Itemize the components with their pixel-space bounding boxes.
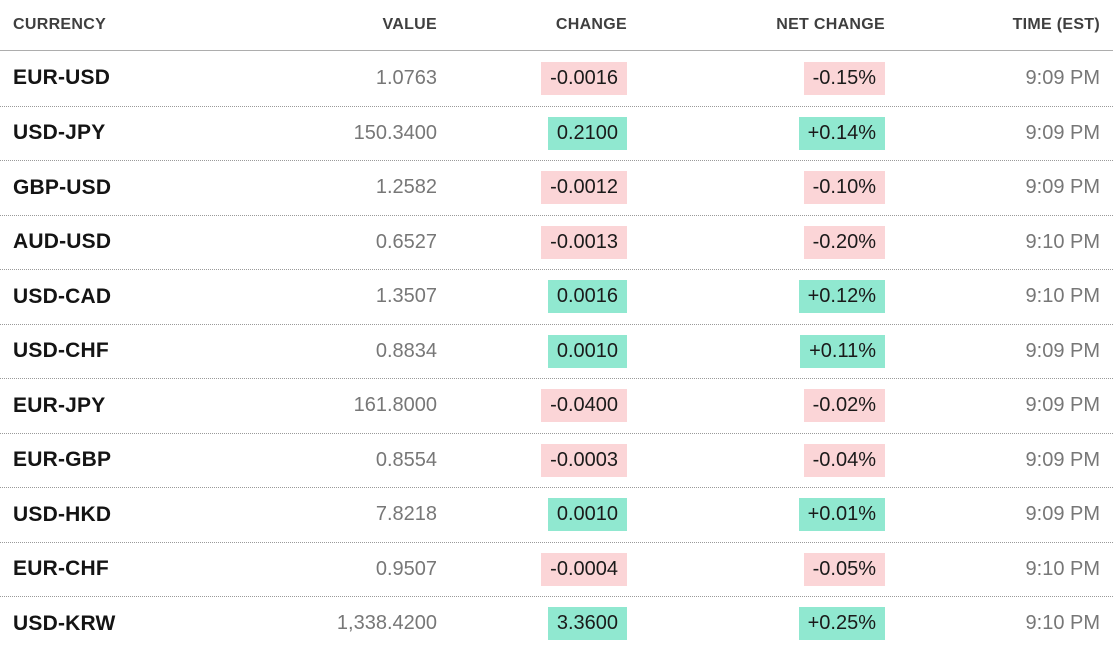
change-cell: 0.0016 [437, 280, 627, 314]
net-change-cell: +0.11% [627, 334, 885, 368]
table-header-row: CURRENCY VALUE CHANGE NET CHANGE TIME (E… [0, 0, 1113, 51]
table-row: USD-CAD 1.3507 0.0016 +0.12% 9:10 PM [0, 269, 1113, 324]
time-cell: 9:10 PM [1025, 557, 1100, 580]
net-change-badge: -0.05% [803, 552, 885, 586]
change-cell: 0.2100 [437, 116, 627, 150]
currency-pair-label: USD-KRW [13, 611, 116, 635]
currency-pair-label: EUR-CHF [13, 557, 109, 581]
column-header-currency: CURRENCY [13, 16, 107, 33]
time-cell: 9:09 PM [1025, 121, 1100, 144]
change-cell: -0.0013 [437, 225, 627, 259]
value-cell: 161.8000 [353, 394, 437, 417]
net-change-badge: +0.11% [800, 334, 885, 368]
table-row: GBP-USD 1.2582 -0.0012 -0.10% 9:09 PM [0, 160, 1113, 215]
currency-pair-label: AUD-USD [13, 230, 112, 254]
change-badge: 3.3600 [547, 607, 627, 641]
value-cell: 0.6527 [375, 230, 437, 253]
change-cell: -0.0004 [437, 552, 627, 586]
time-cell: 9:10 PM [1025, 285, 1100, 308]
change-badge: 0.2100 [547, 116, 627, 150]
change-badge: 0.0010 [547, 498, 627, 532]
currency-pair-label: USD-HKD [13, 502, 112, 526]
value-cell: 1,338.4200 [336, 612, 437, 635]
change-cell: -0.0400 [437, 389, 627, 423]
change-badge: -0.0003 [541, 443, 627, 477]
change-cell: -0.0003 [437, 443, 627, 477]
change-cell: 3.3600 [437, 607, 627, 641]
net-change-cell: +0.14% [627, 116, 885, 150]
change-badge: -0.0400 [541, 389, 627, 423]
net-change-badge: -0.04% [803, 443, 885, 477]
change-badge: -0.0016 [541, 61, 627, 95]
table-body: EUR-USD 1.0763 -0.0016 -0.15% 9:09 PM USD-JPY… [0, 51, 1113, 651]
value-cell: 150.3400 [353, 121, 437, 144]
time-cell: 9:09 PM [1025, 66, 1100, 89]
change-badge: -0.0012 [541, 171, 627, 205]
currency-pair-label: EUR-GBP [13, 448, 112, 472]
time-cell: 9:09 PM [1025, 176, 1100, 199]
currency-pair-label: USD-CHF [13, 339, 109, 363]
column-header-change: CHANGE [555, 16, 627, 33]
change-badge: 0.0016 [547, 280, 627, 314]
change-badge: -0.0004 [541, 552, 627, 586]
net-change-badge: -0.15% [803, 61, 885, 95]
change-badge: -0.0013 [541, 225, 627, 259]
table-row: USD-CHF 0.8834 0.0010 +0.11% 9:09 PM [0, 323, 1113, 379]
net-change-badge: +0.14% [798, 116, 885, 150]
change-badge: 0.0010 [547, 334, 627, 368]
table-row: EUR-USD 1.0763 -0.0016 -0.15% 9:09 PM [0, 51, 1113, 106]
time-cell: 9:10 PM [1025, 612, 1100, 635]
table-row: EUR-GBP 0.8554 -0.0003 -0.04% 9:09 PM [0, 432, 1113, 488]
column-header-net-change: NET CHANGE [776, 16, 885, 33]
value-cell: 0.9507 [375, 557, 437, 580]
time-cell: 9:09 PM [1025, 339, 1100, 362]
currency-pair-label: USD-JPY [13, 121, 106, 145]
net-change-cell: +0.12% [627, 280, 885, 314]
net-change-cell: -0.05% [627, 552, 885, 586]
change-cell: 0.0010 [437, 334, 627, 368]
net-change-badge: +0.01% [798, 498, 885, 532]
value-cell: 1.2582 [375, 176, 437, 199]
table-row: EUR-JPY 161.8000 -0.0400 -0.02% 9:09 PM [0, 378, 1113, 433]
change-cell: 0.0010 [437, 498, 627, 532]
currency-pair-label: GBP-USD [13, 175, 112, 199]
value-cell: 1.0763 [375, 66, 437, 89]
value-cell: 0.8554 [375, 448, 437, 471]
value-cell: 7.8218 [375, 503, 437, 526]
column-header-value: VALUE [382, 16, 437, 33]
net-change-cell: -0.02% [627, 389, 885, 423]
net-change-cell: -0.10% [627, 171, 885, 205]
time-cell: 9:09 PM [1025, 448, 1100, 471]
net-change-badge: -0.02% [803, 389, 885, 423]
change-cell: -0.0016 [437, 61, 627, 95]
table-row: USD-KRW 1,338.4200 3.3600 +0.25% 9:10 PM [0, 596, 1113, 651]
currency-pair-label: EUR-USD [13, 66, 111, 90]
change-cell: -0.0012 [437, 171, 627, 205]
net-change-badge: +0.12% [798, 280, 885, 314]
net-change-cell: +0.25% [627, 607, 885, 641]
value-cell: 0.8834 [375, 339, 437, 362]
net-change-badge: -0.20% [803, 225, 885, 259]
table-row: USD-HKD 7.8218 0.0010 +0.01% 9:09 PM [0, 487, 1113, 542]
net-change-cell: -0.15% [627, 61, 885, 95]
table-row: USD-JPY 150.3400 0.2100 +0.14% 9:09 PM [0, 105, 1113, 161]
net-change-cell: -0.04% [627, 443, 885, 477]
net-change-badge: +0.25% [798, 607, 885, 641]
table-row: AUD-USD 0.6527 -0.0013 -0.20% 9:10 PM [0, 214, 1113, 270]
time-cell: 9:09 PM [1025, 394, 1100, 417]
value-cell: 1.3507 [375, 285, 437, 308]
table-row: EUR-CHF 0.9507 -0.0004 -0.05% 9:10 PM [0, 541, 1113, 597]
net-change-badge: -0.10% [803, 171, 885, 205]
column-header-time: TIME (EST) [1012, 16, 1100, 33]
time-cell: 9:10 PM [1025, 230, 1100, 253]
currency-pair-label: USD-CAD [13, 284, 112, 308]
net-change-cell: +0.01% [627, 498, 885, 532]
time-cell: 9:09 PM [1025, 503, 1100, 526]
net-change-cell: -0.20% [627, 225, 885, 259]
currency-pair-label: EUR-JPY [13, 393, 106, 417]
